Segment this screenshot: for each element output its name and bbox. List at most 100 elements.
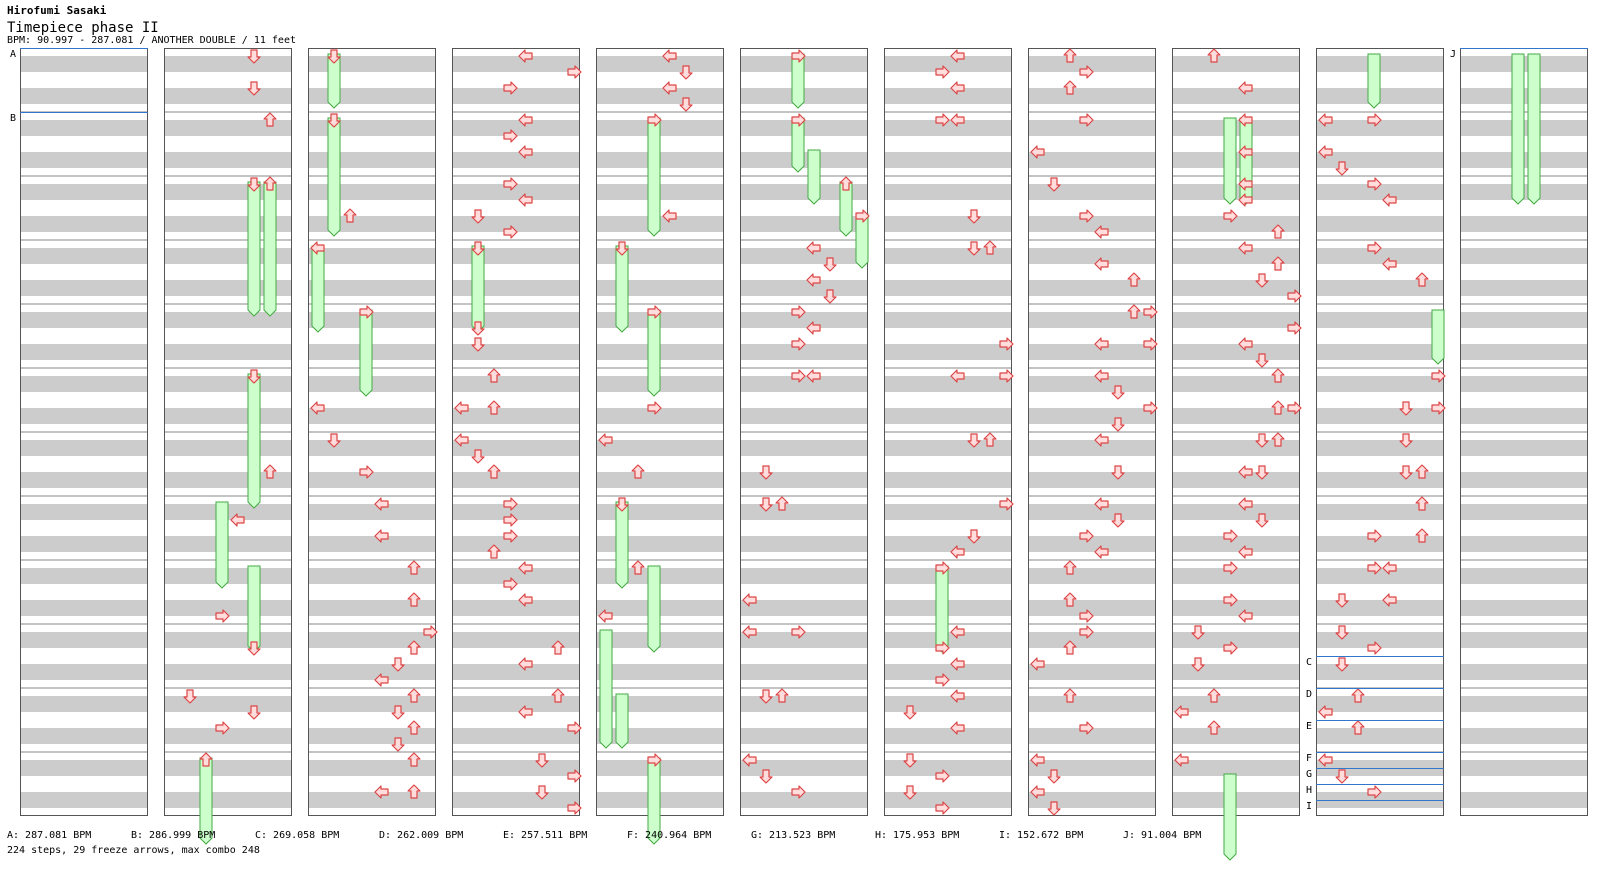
step-arrow <box>567 801 582 815</box>
step-arrow <box>615 241 629 256</box>
beat-stripe <box>308 792 436 808</box>
beat-stripe <box>740 344 868 360</box>
beat-stripe <box>1028 88 1156 104</box>
beat-stripe <box>884 664 1012 680</box>
beat-stripe <box>1028 376 1156 392</box>
step-arrow <box>935 673 950 687</box>
beat-stripe <box>20 56 148 72</box>
step-arrow <box>1367 177 1382 191</box>
step-arrow <box>518 657 533 671</box>
panel-border <box>884 48 1012 816</box>
step-arrow <box>518 49 533 63</box>
step-arrow <box>1191 657 1205 672</box>
beat-stripe <box>1316 376 1444 392</box>
step-arrow <box>1271 432 1285 447</box>
step-arrow <box>1191 625 1205 640</box>
step-arrow <box>1351 688 1365 703</box>
step-arrow <box>1367 641 1382 655</box>
section-marker-label: C <box>1306 657 1312 668</box>
step-arrow <box>1223 209 1238 223</box>
beat-stripe <box>452 536 580 552</box>
step-arrow <box>950 545 965 559</box>
section-marker-label: B <box>10 113 16 124</box>
beat-stripe <box>740 536 868 552</box>
step-arrow <box>1399 465 1413 480</box>
beat-stripe <box>20 312 148 328</box>
step-arrow <box>471 337 485 352</box>
beat-stripe <box>308 184 436 200</box>
beat-stripe <box>1028 792 1156 808</box>
step-arrow <box>1335 657 1349 672</box>
step-arrow <box>503 177 518 191</box>
chart-meta: BPM: 90.997 - 287.081 / ANOTHER DOUBLE /… <box>7 35 296 46</box>
panel-border <box>452 48 580 816</box>
beat-stripe <box>452 312 580 328</box>
panel-border <box>164 48 292 816</box>
step-arrow <box>230 513 245 527</box>
step-arrow <box>662 81 677 95</box>
step-arrow <box>598 433 613 447</box>
beat-stripe <box>1460 600 1588 616</box>
beat-stripe <box>884 440 1012 456</box>
step-arrow <box>823 257 837 272</box>
step-arrow <box>1271 368 1285 383</box>
step-arrow <box>518 593 533 607</box>
step-arrow <box>247 177 261 192</box>
beat-stripe <box>164 376 292 392</box>
beat-stripe <box>1460 216 1588 232</box>
step-arrow <box>567 721 582 735</box>
bpm-item: D: 262.009 BPM <box>379 830 464 841</box>
step-arrow <box>950 49 965 63</box>
beat-stripe <box>164 152 292 168</box>
step-arrow <box>1223 529 1238 543</box>
beat-stripe <box>20 600 148 616</box>
step-arrow <box>1399 401 1413 416</box>
step-arrow <box>935 113 950 127</box>
beat-stripe <box>1172 760 1300 776</box>
freeze-arrow <box>247 181 261 317</box>
step-arrow <box>1287 289 1302 303</box>
freeze-arrow <box>791 117 805 173</box>
beat-stripe <box>740 600 868 616</box>
step-arrow <box>1207 720 1221 735</box>
beat-stripe <box>1172 376 1300 392</box>
step-arrow <box>1238 145 1253 159</box>
step-arrow <box>567 769 582 783</box>
freeze-arrow <box>247 565 261 653</box>
step-arrow <box>407 688 421 703</box>
step-arrow <box>806 241 821 255</box>
step-arrow <box>518 145 533 159</box>
freeze-arrow <box>1223 117 1237 205</box>
step-arrow <box>1238 609 1253 623</box>
beat-stripe <box>452 728 580 744</box>
beat-stripe <box>452 568 580 584</box>
step-arrow <box>454 401 469 415</box>
section-marker-label: D <box>1306 689 1312 700</box>
beat-stripe <box>1172 600 1300 616</box>
section-marker-label: E <box>1306 721 1312 732</box>
beat-stripe <box>452 664 580 680</box>
step-arrow <box>839 176 853 191</box>
step-arrow <box>950 689 965 703</box>
step-arrow <box>471 449 485 464</box>
freeze-arrow <box>215 501 229 589</box>
beat-stripe <box>164 728 292 744</box>
step-arrow <box>1271 400 1285 415</box>
step-arrow <box>1431 401 1446 415</box>
beat-stripe <box>740 568 868 584</box>
step-arrow <box>1079 721 1094 735</box>
beat-stripe <box>884 216 1012 232</box>
step-arrow <box>1382 257 1397 271</box>
step-arrow <box>327 113 341 128</box>
beat-stripe <box>20 344 148 360</box>
beat-stripe <box>1316 504 1444 520</box>
step-arrow <box>1382 593 1397 607</box>
beat-stripe <box>740 184 868 200</box>
beat-stripe <box>20 792 148 808</box>
step-arrow <box>1367 561 1382 575</box>
step-arrow <box>791 369 806 383</box>
step-arrow <box>791 113 806 127</box>
step-arrow <box>679 65 693 80</box>
beat-stripe <box>1460 568 1588 584</box>
beat-stripe <box>1028 440 1156 456</box>
